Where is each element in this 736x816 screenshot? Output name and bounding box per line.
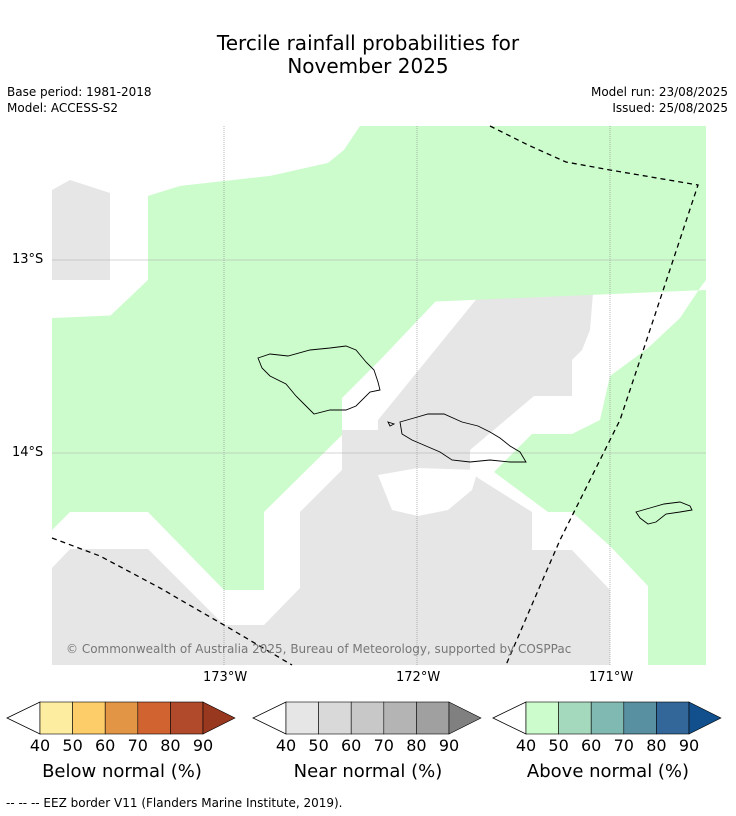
eez-border: [51, 125, 699, 666]
near-normal-areas: [52, 180, 610, 665]
savaii-island: [257, 345, 381, 415]
legend-swatch: [448, 701, 482, 735]
legend-tick-label: 80: [160, 736, 181, 755]
legend-tick-label: 70: [613, 736, 634, 755]
map-panel: © Commonwealth of Australia 2025, Bureau…: [51, 125, 706, 666]
legend-title-below: Below normal (%): [42, 761, 202, 782]
legend-tick-label: 90: [438, 736, 460, 755]
legend-low-arrow: [492, 701, 527, 735]
legend-swatch: [350, 701, 385, 735]
legend-tick-label: 50: [62, 736, 83, 755]
map-title-line2: November 2025: [287, 54, 449, 78]
legend-tick-label: 90: [192, 736, 214, 755]
legend-swatch: [525, 701, 559, 735]
legend-tick-label: 50: [548, 736, 569, 755]
legend-swatch: [590, 701, 625, 735]
legend-swatch: [39, 701, 73, 735]
legend-tick-label: 60: [95, 736, 116, 755]
above-normal-areas: [52, 126, 706, 665]
legend-swatch: [383, 701, 417, 735]
legend-tick-label: 90: [678, 736, 700, 755]
legend-swatch: [558, 701, 592, 735]
legend-title-above: Above normal (%): [526, 761, 690, 782]
legend-swatch: [318, 701, 352, 735]
legend-below-normal: [6, 701, 236, 735]
base-period: Base period: 1981-2018: [7, 85, 152, 99]
legend-swatch: [416, 701, 450, 735]
legend-low-arrow: [252, 701, 287, 735]
legend-tick-label: 60: [341, 736, 362, 755]
map-title-line1: Tercile rainfall probabilities for: [216, 31, 520, 55]
legend-swatch: [104, 701, 139, 735]
eez-footnote: -- -- -- EEZ border V11 (Flanders Marine…: [6, 796, 343, 810]
legend-low-arrow: [6, 701, 41, 735]
legend-tick-label: 40: [515, 736, 537, 755]
legend-tick-label: 40: [29, 736, 51, 755]
legend-tick-label: 80: [406, 736, 427, 755]
legend-swatch: [72, 701, 106, 735]
legend-tick-label: 70: [127, 736, 148, 755]
legend-title-near: Near normal (%): [293, 761, 443, 782]
legend-swatch: [285, 701, 319, 735]
legend-swatch: [137, 701, 171, 735]
upolu-island: [399, 413, 527, 463]
copyright-notice: © Commonwealth of Australia 2025, Bureau…: [66, 642, 571, 656]
legend-swatch: [202, 701, 236, 735]
islands: [257, 345, 693, 525]
lat-label-14s: 14°S: [12, 445, 44, 460]
legend-swatch: [170, 701, 204, 735]
graticule: [52, 126, 706, 665]
legend-tick-label: 40: [275, 736, 297, 755]
legend-swatch: [623, 701, 657, 735]
lon-label-171w: 171°W: [589, 670, 634, 685]
legend-tick-label: 60: [581, 736, 602, 755]
model-name: Model: ACCESS-S2: [7, 101, 119, 115]
lon-label-172w: 172°W: [396, 670, 441, 685]
manono-islet: [387, 421, 396, 427]
legend-swatch: [656, 701, 690, 735]
lon-label-173w: 173°W: [203, 670, 248, 685]
legend-tick-label: 50: [308, 736, 329, 755]
lat-label-13s: 13°S: [12, 252, 44, 267]
tutuila-island: [635, 501, 693, 525]
legend-tick-label: 70: [373, 736, 394, 755]
issued-date: Issued: 25/08/2025: [612, 101, 728, 115]
legend-tick-label: 80: [646, 736, 667, 755]
legend-near-normal: [252, 701, 482, 735]
no-signal-area: [378, 468, 478, 516]
legend-above-normal: [492, 701, 722, 735]
legend-swatch: [688, 701, 722, 735]
model-run: Model run: 23/08/2025: [590, 85, 728, 99]
